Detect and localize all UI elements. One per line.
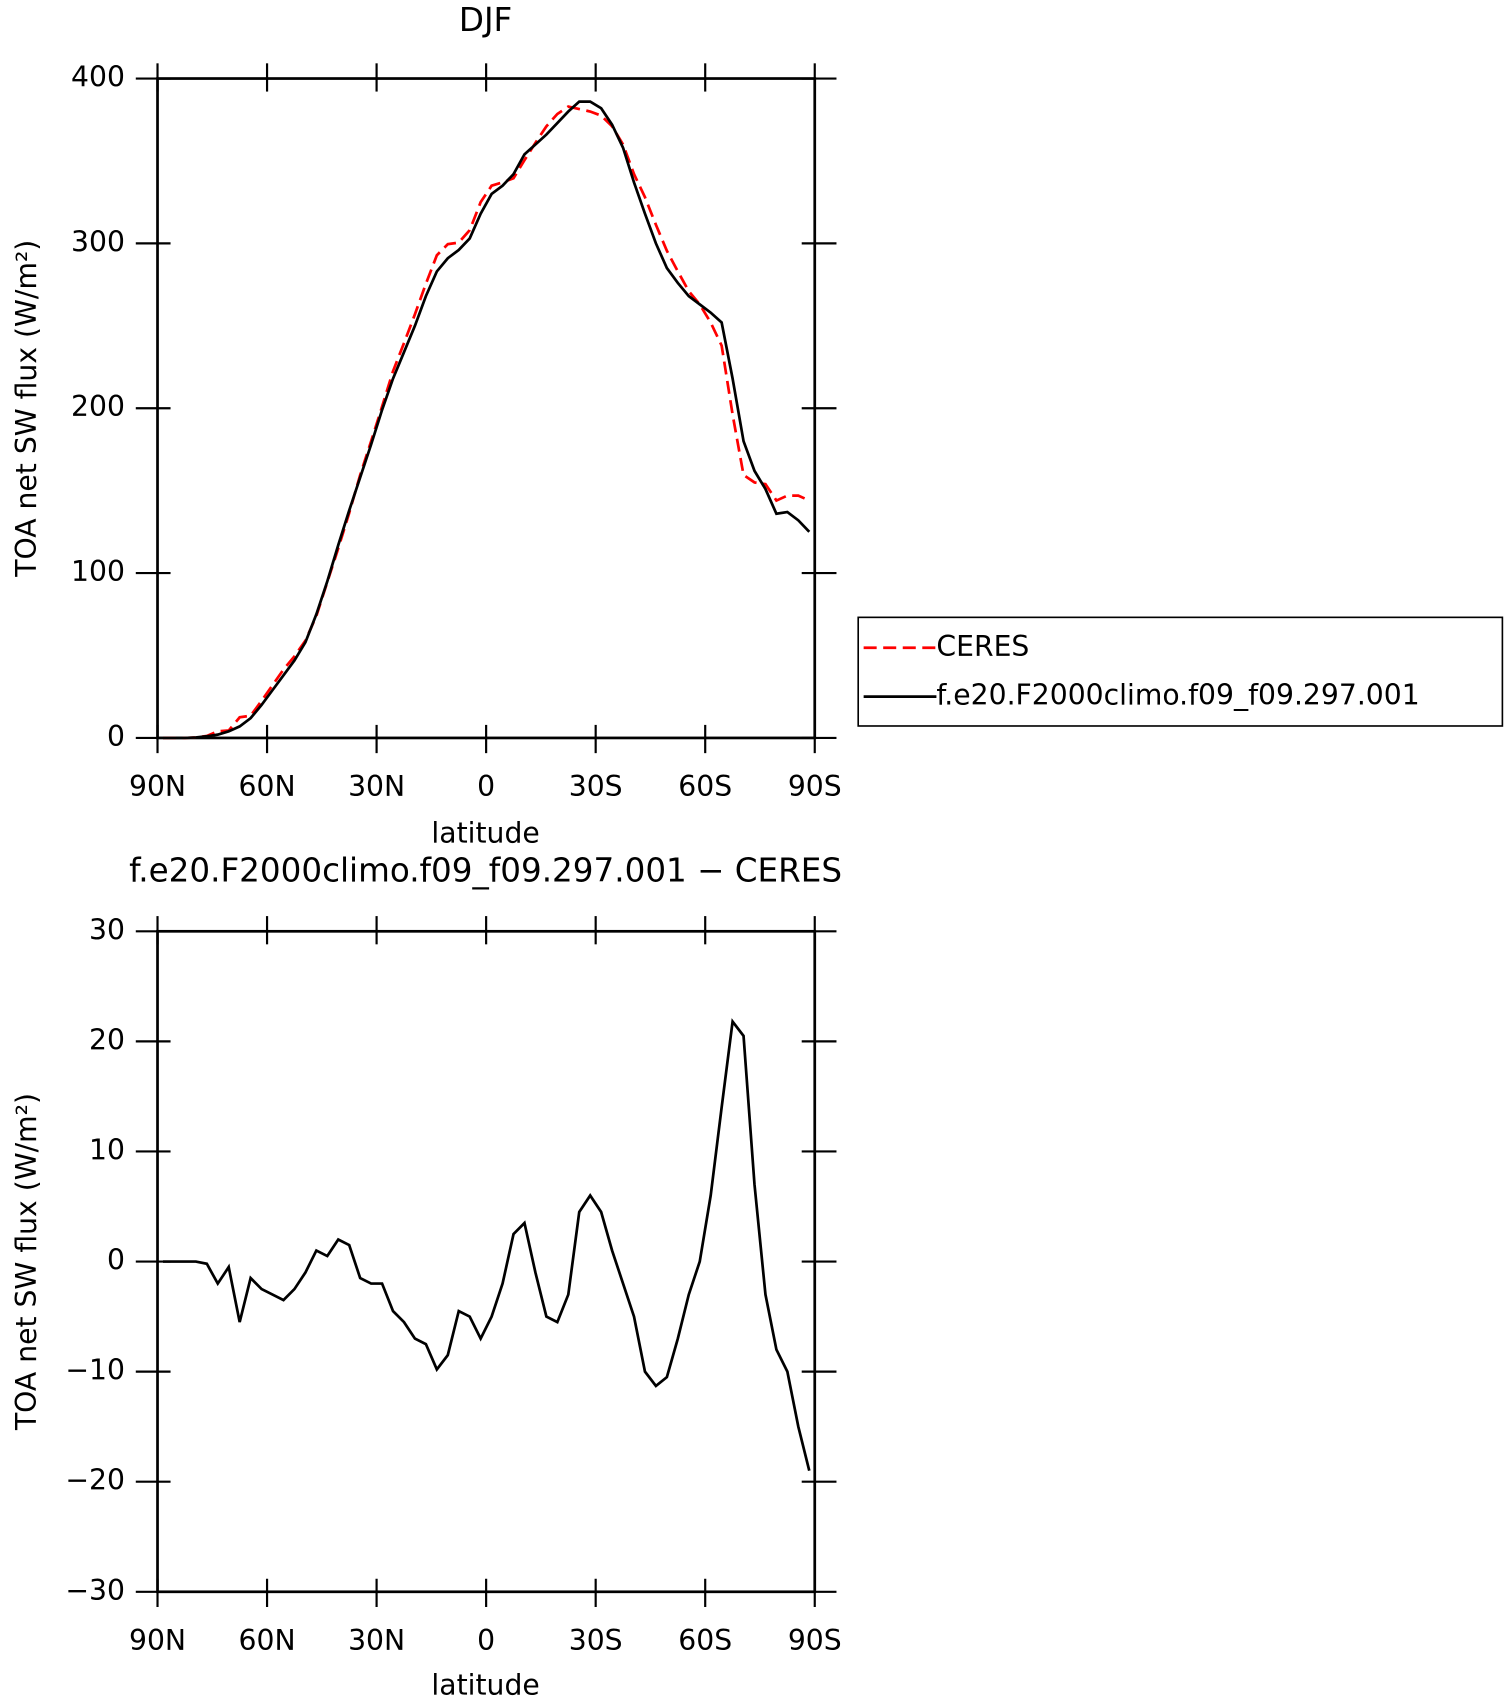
series-line bbox=[162, 100, 811, 740]
x-tick-label: 30N bbox=[348, 1624, 405, 1657]
y-tick-label: 400 bbox=[71, 61, 125, 94]
y-axis-label: TOA net SW flux (W/m²) bbox=[10, 240, 43, 578]
y-tick-label: 10 bbox=[89, 1133, 125, 1166]
legend-box bbox=[857, 616, 1504, 727]
x-tick-label: 30S bbox=[569, 1624, 623, 1657]
x-tick-label: 0 bbox=[477, 1624, 495, 1657]
x-tick-label: 90N bbox=[129, 1624, 186, 1657]
x-tick-label: 60N bbox=[239, 1624, 296, 1657]
x-axis-label: latitude bbox=[431, 817, 539, 850]
y-tick-label: −30 bbox=[65, 1574, 125, 1607]
x-tick-label: 30N bbox=[348, 770, 405, 803]
x-tick-label: 0 bbox=[477, 770, 495, 803]
x-tick-label: 90N bbox=[129, 770, 186, 803]
y-tick-label: 20 bbox=[89, 1023, 125, 1056]
legend-label: CERES bbox=[936, 630, 1029, 663]
y-tick-label: 0 bbox=[107, 720, 125, 753]
x-tick-label: 60S bbox=[678, 1624, 732, 1657]
y-tick-label: 200 bbox=[71, 390, 125, 423]
x-axis-label: latitude bbox=[431, 1668, 539, 1701]
plot-frame bbox=[156, 77, 817, 740]
series-line bbox=[162, 105, 810, 740]
x-tick-label: 90S bbox=[788, 770, 842, 803]
chart-title: DJF bbox=[459, 1, 512, 39]
chart-title: f.e20.F2000climo.f09_f09.297.001 − CERES bbox=[129, 852, 842, 890]
y-tick-label: −10 bbox=[65, 1354, 125, 1387]
plot-frame bbox=[156, 929, 817, 1594]
series-line bbox=[162, 1018, 811, 1472]
y-axis-label: TOA net SW flux (W/m²) bbox=[10, 1093, 43, 1431]
y-tick-label: 100 bbox=[71, 555, 125, 588]
y-tick-label: 30 bbox=[89, 913, 125, 946]
y-tick-label: 0 bbox=[107, 1244, 125, 1277]
y-tick-label: −20 bbox=[65, 1464, 125, 1497]
x-tick-label: 60N bbox=[239, 770, 296, 803]
x-tick-label: 90S bbox=[788, 1624, 842, 1657]
x-tick-label: 60S bbox=[678, 770, 732, 803]
y-tick-label: 300 bbox=[71, 225, 125, 258]
legend-label: f.e20.F2000climo.f09_f09.297.001 bbox=[936, 679, 1419, 712]
x-tick-label: 30S bbox=[569, 770, 623, 803]
